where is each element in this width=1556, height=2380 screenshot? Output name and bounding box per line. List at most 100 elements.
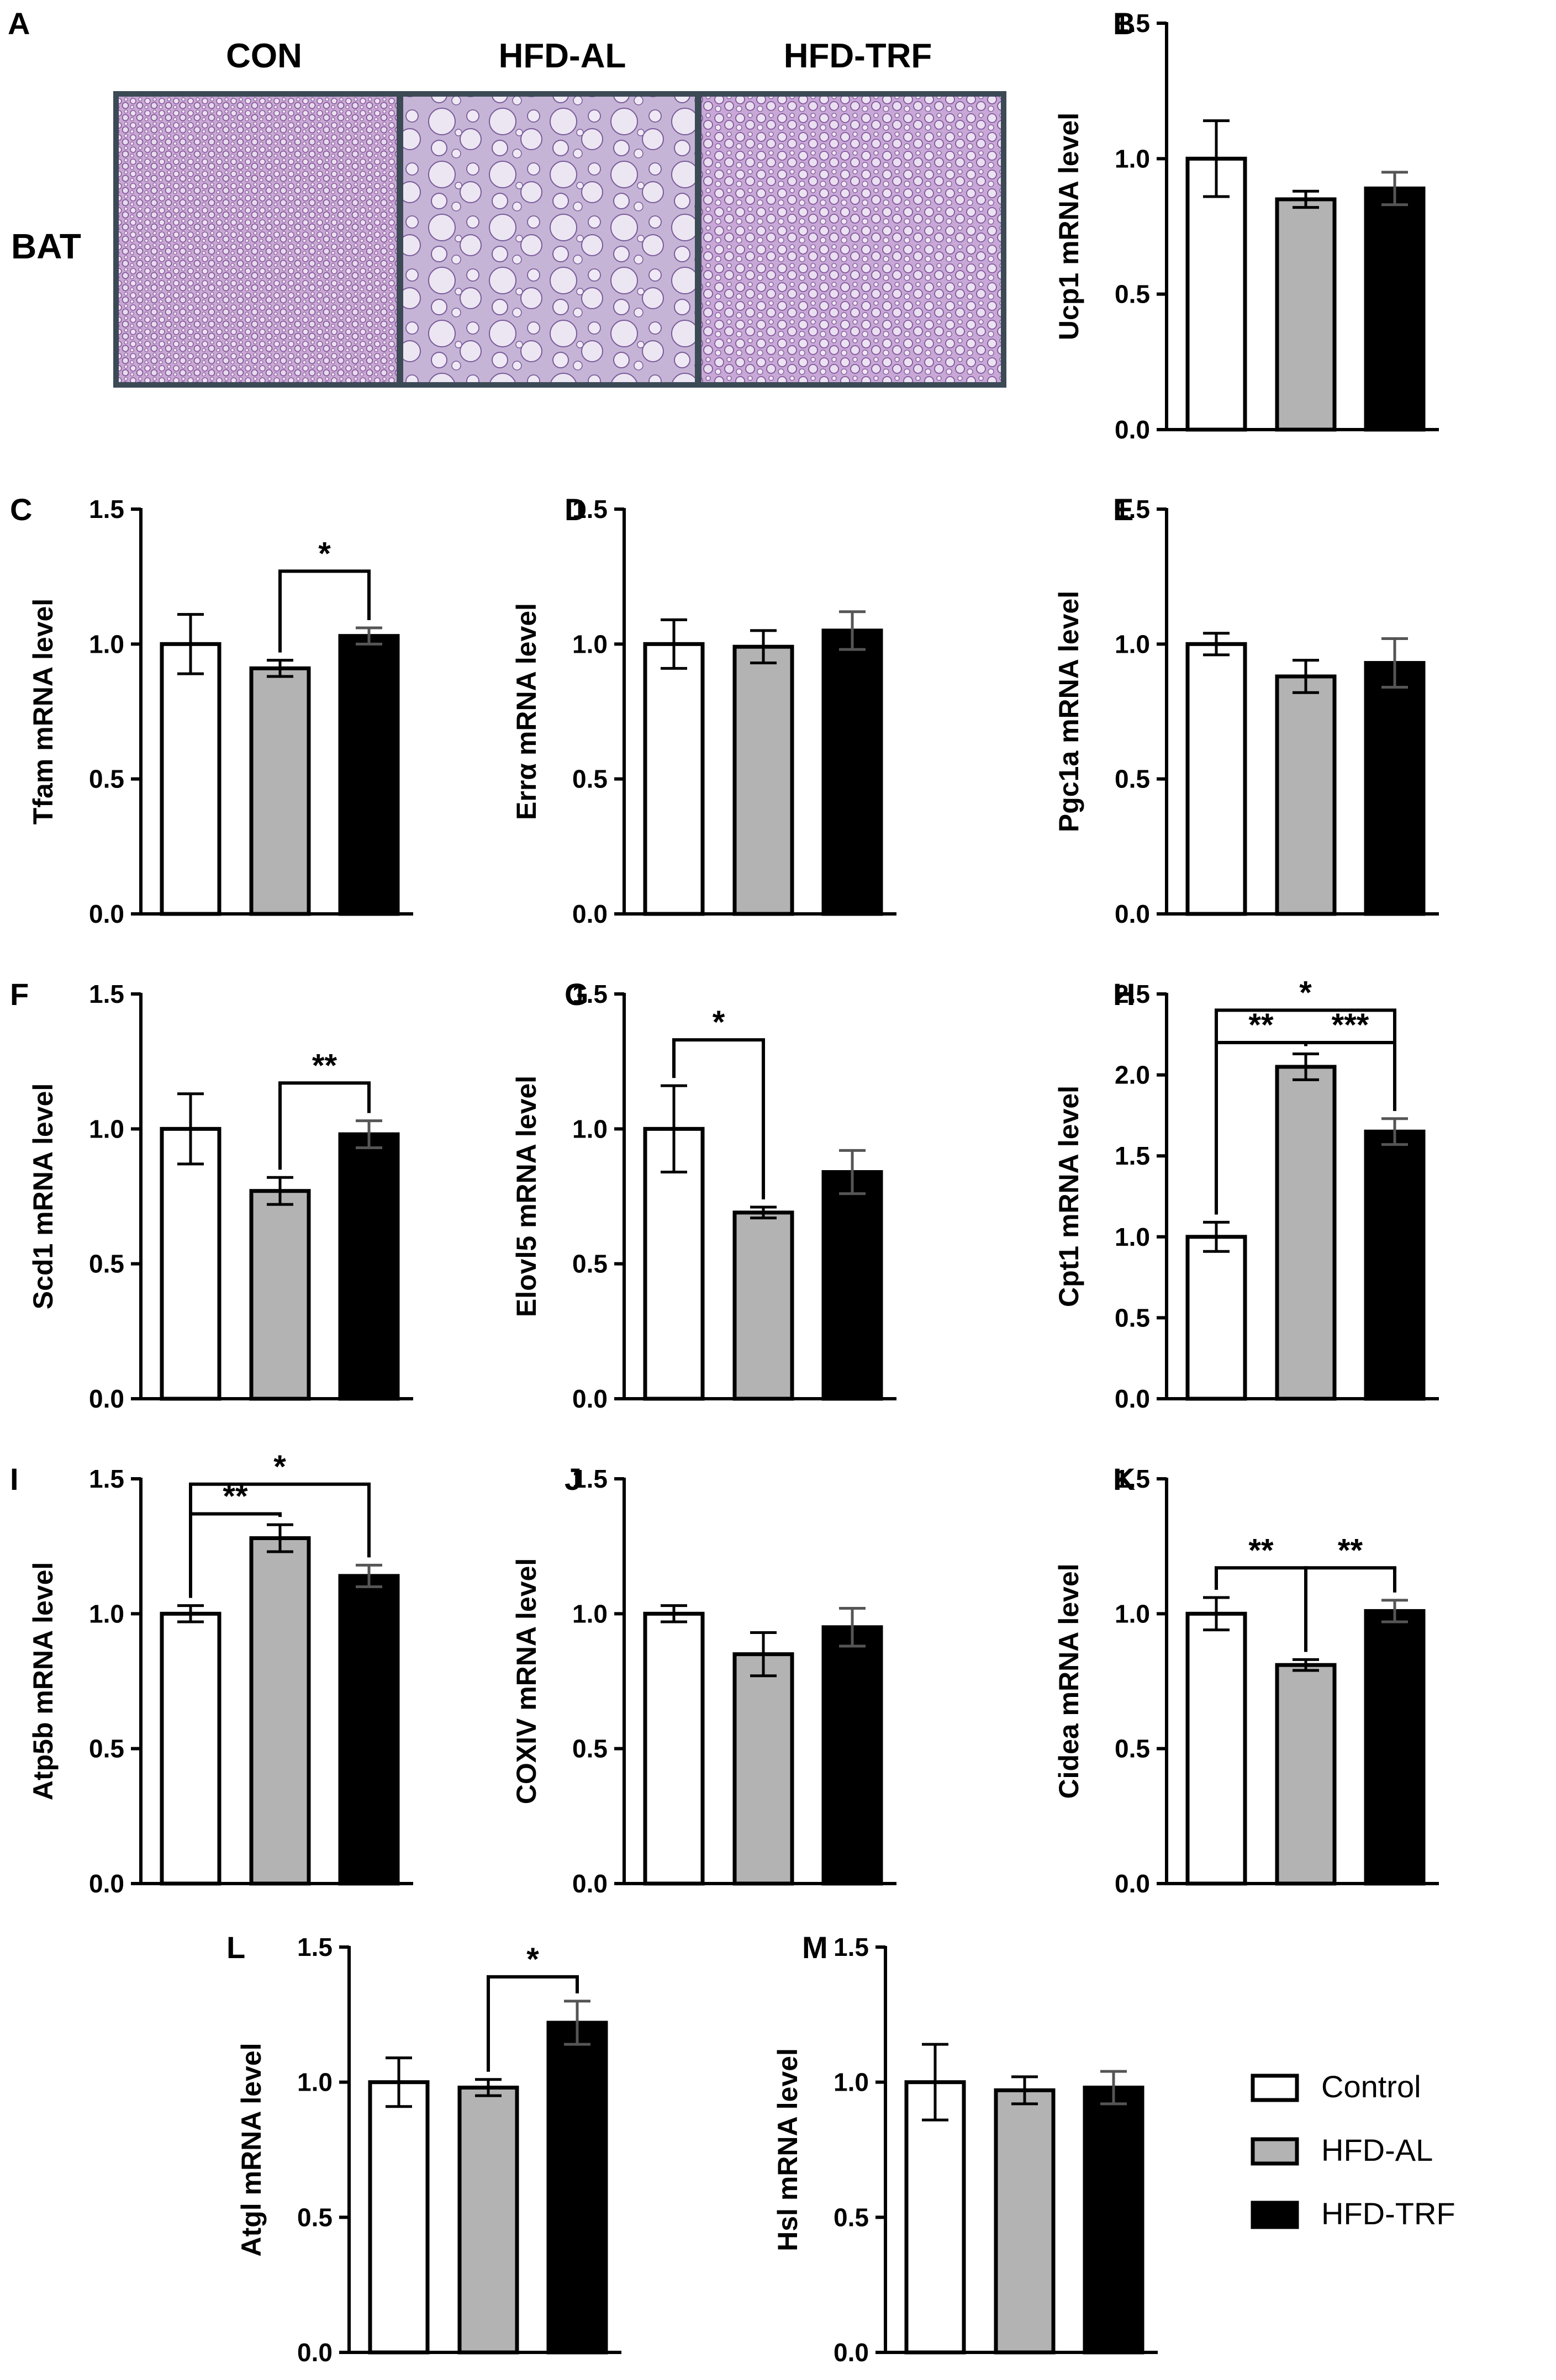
panel-j-y-label: COXIV mRNA level (511, 1558, 542, 1805)
panel-k-bar-hfd-al (1275, 1663, 1337, 1886)
panel-i-tick-label: 1.5 (89, 1464, 124, 1493)
panel-h-error-bar-hfd-trf (1381, 1117, 1408, 1146)
panel-c-tick-label: 1.5 (89, 495, 124, 523)
legend-label-control: Control (1321, 2069, 1421, 2104)
panel-h-letter: H (1113, 977, 1135, 1012)
panel-j-bar-control (643, 1611, 705, 1886)
panel-i-bar-hfd-al (249, 1536, 311, 1886)
panel-h-y-label: Cpt1 mRNA level (1053, 1086, 1084, 1307)
panel-h-bar-control (1185, 1235, 1247, 1401)
panel-c-significance-bracket (278, 569, 371, 653)
panel-a: A CON HFD-AL HFD-TRF BAT (8, 6, 1006, 388)
panel-k-significance-label: ** (1338, 1532, 1363, 1568)
legend-label-hfd-al: HFD-AL (1321, 2133, 1433, 2167)
panel-d-chart: D 0.0 0.5 1.0 1.5 Errα mRNA level (511, 492, 896, 928)
panel-k-y-label: Cidea mRNA level (1053, 1563, 1084, 1799)
panel-m-error-bar-hfd-al (1011, 2075, 1038, 2106)
panel-l-bar-hfd-al (457, 2085, 519, 2355)
panel-k-tick-label: 1.5 (1115, 1464, 1150, 1493)
panel-j-chart: J 0.0 0.5 1.0 1.5 COXIV mRNA level (511, 1462, 896, 1898)
legend-swatch-hfd-trf (1251, 2201, 1299, 2229)
panel-g-error-bar-hfd-trf (839, 1149, 866, 1196)
panel-i-tick-label: 1.0 (89, 1599, 124, 1628)
panel-e-tick-label: 0.0 (1115, 900, 1150, 928)
panel-j-bar-hfd-al (732, 1652, 794, 1886)
panel-h-tick-label: 2.5 (1115, 980, 1150, 1008)
panel-k-tick-label: 0.0 (1115, 1869, 1150, 1898)
panel-c-chart: C 0.0 0.5 1.0 1.5 Tfam mRNA level * (10, 492, 413, 928)
panel-i-tick-label: 0.0 (89, 1869, 124, 1898)
panel-k-error-bar-control (1203, 1596, 1230, 1632)
panel-l-significance-label: * (526, 1942, 539, 1977)
panel-m-bar-hfd-al (994, 2088, 1056, 2355)
panel-h-bar-hfd-trf (1364, 1129, 1426, 1401)
panel-i-significance-bracket (189, 1482, 371, 1598)
panel-h-tick-label: 1.5 (1115, 1141, 1150, 1170)
panel-d-y-label: Errα mRNA level (511, 603, 542, 820)
panel-i-tick-label: 0.5 (89, 1734, 124, 1763)
panel-j-error-bar-hfd-trf (839, 1607, 866, 1648)
panel-e-tick-label: 1.5 (1115, 495, 1150, 523)
panel-l-letter: L (226, 1930, 245, 1965)
panel-j-letter: J (565, 1462, 582, 1496)
panel-e-letter: E (1113, 492, 1133, 527)
panel-l-significance-bracket (487, 1975, 579, 2072)
panel-f-error-bar-hfd-al (267, 1176, 293, 1206)
panel-i-bar-control (160, 1611, 221, 1886)
panel-g-chart: G 0.0 0.5 1.0 1.5 Elovl5 mRNA level * (511, 977, 896, 1413)
panel-b-chart: B 0.0 0.5 1.0 1.5 Ucp1 mRNA level (1053, 6, 1439, 444)
panel-i-error-bar-hfd-al (267, 1523, 293, 1553)
panel-c-bar-control (160, 642, 221, 916)
panel-k-error-bar-hfd-al (1293, 1658, 1319, 1672)
panel-m-chart: M 0.0 0.5 1.0 1.5 Hsl mRNA level (772, 1930, 1158, 2367)
group-label-hfd-al: HFD-AL (499, 37, 626, 75)
panel-b-tick-label: 1.0 (1115, 144, 1150, 173)
panel-d-letter: D (565, 492, 587, 527)
panel-f-tick-label: 0.5 (89, 1250, 124, 1278)
panel-g-significance-label: * (713, 1004, 725, 1040)
panel-m-tick-label: 1.0 (834, 2068, 869, 2097)
panel-g-bar-hfd-al (732, 1210, 794, 1401)
panel-g-y-label: Elovl5 mRNA level (511, 1076, 542, 1317)
panel-b-letter: B (1113, 6, 1135, 41)
panel-m-tick-label: 0.5 (834, 2203, 869, 2231)
panel-l-chart: L 0.0 0.5 1.0 1.5 Atgl mRNA level * (226, 1930, 621, 2367)
panel-g-tick-label: 1.0 (572, 1114, 608, 1143)
panel-i-letter: I (10, 1462, 19, 1496)
panel-k-tick-label: 1.0 (1115, 1599, 1150, 1628)
panel-h-significance-label: ** (1248, 1007, 1274, 1043)
panel-h-tick-label: 0.0 (1115, 1384, 1150, 1413)
panel-f-bar-hfd-trf (338, 1132, 400, 1401)
panel-j-error-bar-control (661, 1604, 687, 1623)
panel-g-significance-bracket (672, 1038, 765, 1200)
panel-k-bar-control (1185, 1611, 1247, 1886)
panel-k-bar-hfd-trf (1364, 1609, 1426, 1886)
panel-m-tick-label: 1.5 (834, 1933, 869, 1961)
panel-b-tick-label: 0.5 (1115, 280, 1150, 309)
panel-b-bar-hfd-al (1275, 197, 1337, 432)
panel-m-error-bar-hfd-trf (1100, 2070, 1127, 2106)
panel-l-error-bar-hfd-trf (564, 2000, 590, 2046)
panel-k-letter: K (1113, 1462, 1135, 1496)
panel-f-letter: F (10, 977, 29, 1012)
panel-i-bar-hfd-trf (338, 1574, 400, 1886)
panel-e-error-bar-hfd-trf (1381, 637, 1408, 689)
legend: Control HFD-AL HFD-TRF (1251, 2069, 1455, 2231)
panel-d-tick-label: 1.5 (572, 495, 608, 523)
panel-h-tick-label: 0.5 (1115, 1303, 1150, 1332)
panel-j-tick-label: 1.5 (572, 1464, 608, 1493)
panel-m-bar-hfd-trf (1083, 2085, 1144, 2355)
panel-e-tick-label: 1.0 (1115, 630, 1150, 658)
panel-b-error-bar-hfd-al (1293, 189, 1319, 209)
panel-i-error-bar-control (177, 1604, 204, 1623)
panel-b-error-bar-hfd-trf (1381, 171, 1408, 207)
panel-m-bar-control (904, 2080, 966, 2355)
panel-b-error-bar-control (1203, 119, 1230, 198)
panel-l-y-label: Atgl mRNA level (236, 2043, 267, 2256)
panel-l-tick-label: 0.0 (297, 2338, 333, 2367)
panel-d-error-bar-hfd-trf (839, 610, 866, 651)
panel-k-error-bar-hfd-trf (1381, 1599, 1408, 1623)
